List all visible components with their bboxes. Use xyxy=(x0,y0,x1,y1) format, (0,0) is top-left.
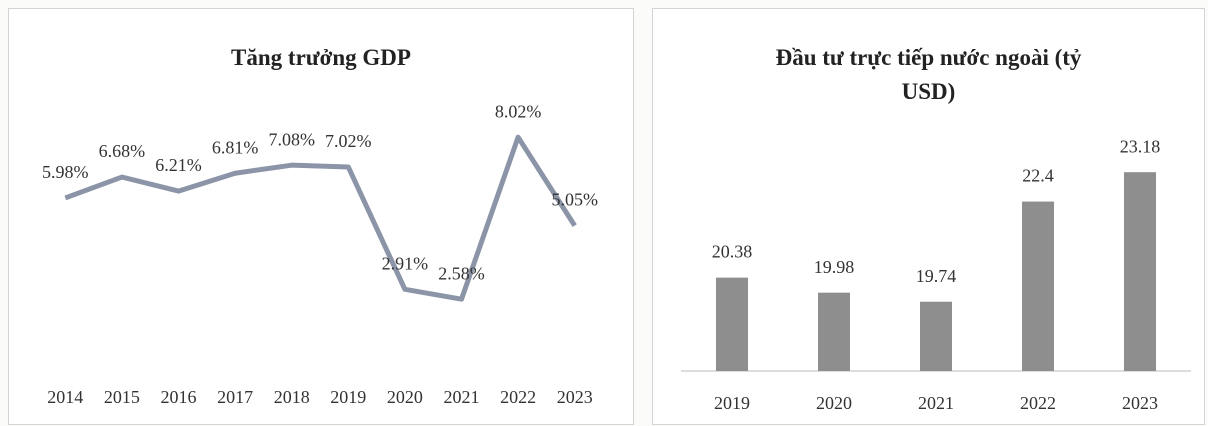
bar-panel: Đầu tư trực tiếp nước ngoài (tỷ USD) 20.… xyxy=(652,8,1205,425)
bar xyxy=(920,301,952,371)
data-label: 7.02% xyxy=(325,131,372,151)
data-label: 5.98% xyxy=(42,162,89,182)
data-label: 19.98 xyxy=(814,257,855,277)
chart-title: Đầu tư trực tiếp nước ngoài (tỷ USD) xyxy=(775,45,1082,104)
x-tick-label: 2016 xyxy=(161,387,197,407)
x-tick-label: 2021 xyxy=(918,393,954,413)
bar xyxy=(1022,201,1054,371)
x-tick-label: 2023 xyxy=(1122,393,1158,413)
x-tick-label: 2018 xyxy=(274,387,310,407)
data-label: 5.05% xyxy=(551,190,598,210)
x-tick-label: 2014 xyxy=(47,387,83,407)
x-tick-label: 2015 xyxy=(104,387,140,407)
data-label: 6.68% xyxy=(99,141,146,161)
bar xyxy=(716,277,748,371)
bar xyxy=(1124,172,1156,371)
x-tick-label: 2020 xyxy=(816,393,852,413)
data-label: 7.08% xyxy=(268,129,315,149)
data-label: 8.02% xyxy=(495,101,542,121)
x-tick-label: 2019 xyxy=(714,393,750,413)
data-label: 6.21% xyxy=(155,155,202,175)
data-label: 22.4 xyxy=(1022,166,1054,186)
data-label: 23.18 xyxy=(1120,136,1161,156)
line-chart: 2014 2015 2016 2017 2018 2019 2020 2021 2022 2023… xyxy=(42,101,598,407)
data-label: 19.74 xyxy=(916,266,957,286)
x-tick-label: 2021 xyxy=(444,387,480,407)
x-tick-label: 2020 xyxy=(387,387,423,407)
x-tick-label: 2017 xyxy=(217,387,253,407)
line xyxy=(64,134,577,302)
x-tick-label: 2019 xyxy=(330,387,366,407)
line-panel: Tăng trưởng GDP 2014 2015 2016 2017 2018 2019… xyxy=(8,8,634,425)
data-label: 2.58% xyxy=(438,263,485,283)
data-label: 6.81% xyxy=(212,137,259,157)
data-label: 2.91% xyxy=(382,253,429,273)
bar-chart: 20.38 2019 19.98 2020 19.74 2021 22.4 2022 23.18… xyxy=(681,136,1191,413)
x-tick-label: 2023 xyxy=(557,387,593,407)
data-label: 20.38 xyxy=(712,242,753,262)
bar xyxy=(818,292,850,371)
chart-title: Tăng trưởng GDP xyxy=(231,45,411,70)
x-tick-label: 2022 xyxy=(1020,393,1056,413)
x-tick-label: 2022 xyxy=(500,387,536,407)
